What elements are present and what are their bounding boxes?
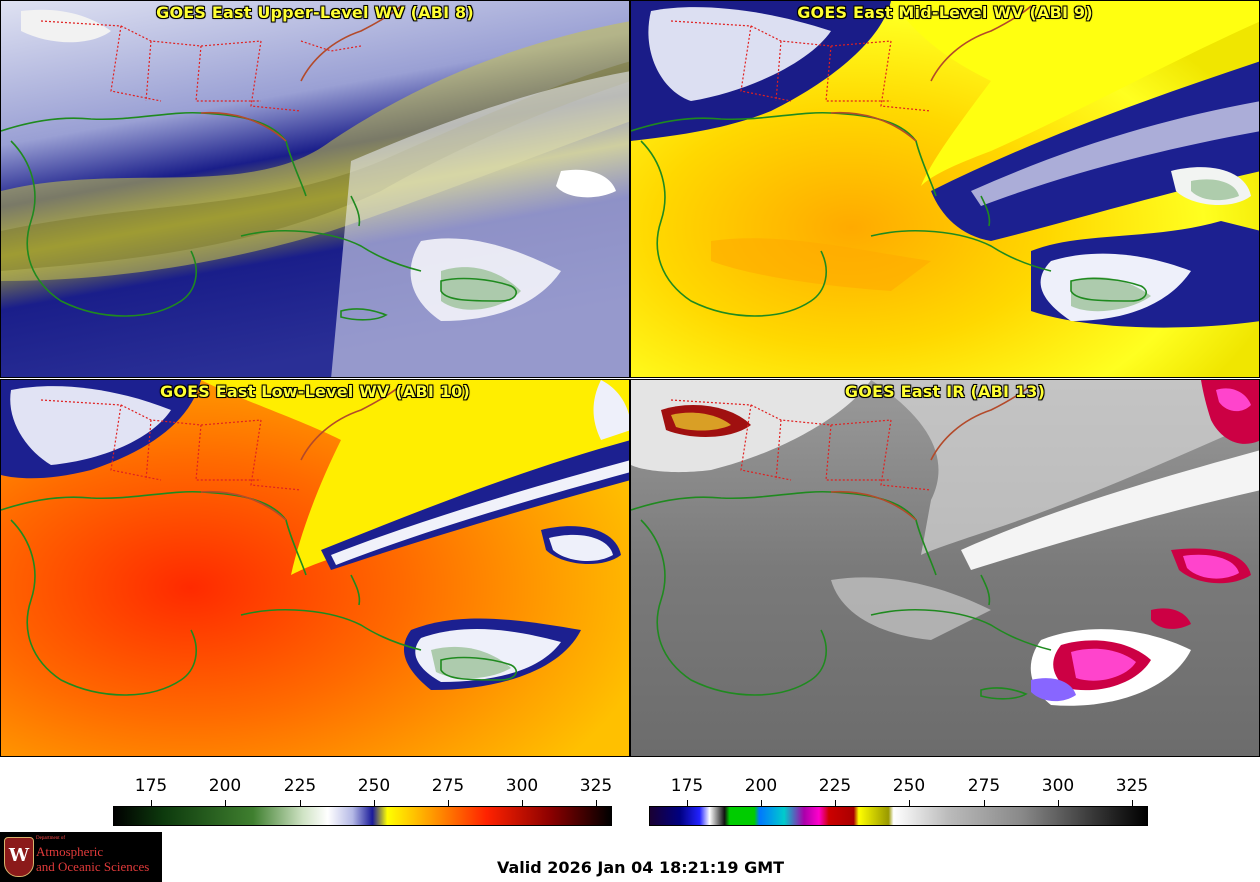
wv-colorbar-gradient xyxy=(113,806,612,826)
wv-tick-label: 200 xyxy=(208,776,242,796)
ir-colorbar: 175 200 225 250 275 300 325 xyxy=(649,770,1148,830)
wv-tick-label: 275 xyxy=(431,776,465,796)
panel-title-ir: GOES East IR (ABI 13) xyxy=(844,382,1046,401)
ir-colorbar-gradient xyxy=(649,806,1148,826)
panel-title-upper-level-wv: GOES East Upper-Level WV (ABI 8) xyxy=(156,3,474,22)
wv-tick-mark xyxy=(151,800,152,806)
panel-low-level-wv: GOES East Low-Level WV (ABI 10) xyxy=(0,379,630,757)
ir-tick-label: 325 xyxy=(1115,776,1149,796)
wv-tick-label: 175 xyxy=(134,776,168,796)
ir-image xyxy=(631,380,1259,756)
wv-tick-label: 250 xyxy=(357,776,391,796)
ir-tick-mark xyxy=(1058,800,1059,806)
wv-tick-mark xyxy=(522,800,523,806)
ir-tick-mark xyxy=(835,800,836,806)
wv-tick-label: 300 xyxy=(505,776,539,796)
aos-logo: W Department of Atmospheric and Oceanic … xyxy=(0,832,162,882)
low-level-wv-image xyxy=(1,380,629,756)
panel-upper-level-wv: GOES East Upper-Level WV (ABI 8) xyxy=(0,0,630,378)
ir-tick-label: 175 xyxy=(670,776,704,796)
wv-tick-mark xyxy=(448,800,449,806)
logo-line2: and Oceanic Sciences xyxy=(36,859,150,874)
uw-crest-icon: W xyxy=(4,837,34,877)
ir-tick-mark xyxy=(984,800,985,806)
ir-tick-mark xyxy=(909,800,910,806)
ir-tick-label: 225 xyxy=(818,776,852,796)
upper-level-wv-image xyxy=(1,1,629,377)
panel-title-mid-level-wv: GOES East Mid-Level WV (ABI 9) xyxy=(797,3,1093,22)
wv-tick-label: 225 xyxy=(283,776,317,796)
wv-colorbar-ticks: 175 200 225 250 275 300 325 xyxy=(113,770,613,806)
mid-level-wv-image xyxy=(631,1,1259,377)
ir-colorbar-ticks: 175 200 225 250 275 300 325 xyxy=(649,770,1149,806)
panel-title-low-level-wv: GOES East Low-Level WV (ABI 10) xyxy=(159,382,470,401)
ir-tick-mark xyxy=(761,800,762,806)
ir-tick-label: 300 xyxy=(1041,776,1075,796)
ir-tick-label: 275 xyxy=(967,776,1001,796)
wv-tick-label: 325 xyxy=(579,776,613,796)
panel-mid-level-wv: GOES East Mid-Level WV (ABI 9) xyxy=(630,0,1260,378)
ir-tick-label: 250 xyxy=(892,776,926,796)
wv-tick-mark xyxy=(374,800,375,806)
wv-tick-mark xyxy=(300,800,301,806)
wv-tick-mark xyxy=(596,800,597,806)
ir-tick-mark xyxy=(1132,800,1133,806)
panel-ir: GOES East IR (ABI 13) xyxy=(630,379,1260,757)
ir-tick-label: 200 xyxy=(744,776,778,796)
ir-tick-mark xyxy=(687,800,688,806)
wv-colorbar: 175 200 225 250 275 300 325 xyxy=(113,770,612,830)
valid-time: Valid 2026 Jan 04 18:21:19 GMT xyxy=(497,858,785,877)
wv-tick-mark xyxy=(225,800,226,806)
logo-line1: Atmospheric xyxy=(36,844,104,859)
logo-dept-text: Department of xyxy=(36,836,66,841)
